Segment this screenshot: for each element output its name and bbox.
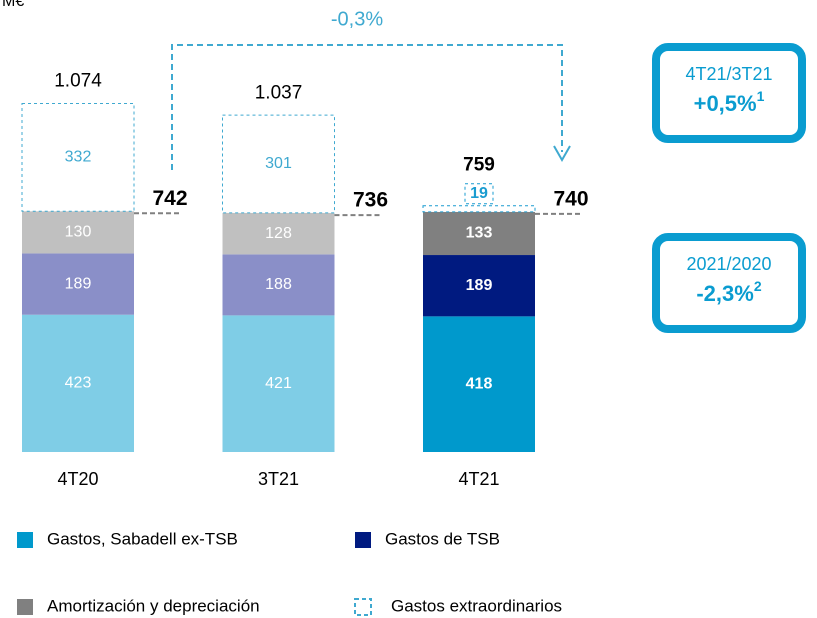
label-box [464,183,494,205]
bar-segment [22,211,134,254]
subtotal-label: 742 [152,187,187,210]
segment-label: 128 [265,225,292,242]
segment-label: 130 [65,224,92,241]
comparison-box [652,43,806,143]
box-label: 4T21/3T21 [685,64,772,84]
bar-segment [222,212,335,255]
x-tick-label: 3T21 [258,469,299,489]
segment-label: 19 [470,185,488,202]
legend-swatch [355,532,371,548]
bar-segment [422,205,536,213]
box-value: -2,3%2 [696,278,761,306]
bar-segment [423,211,535,256]
segment-label: 189 [65,275,92,292]
bar-segment [21,102,135,212]
box-note: 2 [754,278,762,294]
box-value-text: -2,3% [696,281,753,306]
x-tick-label: 4T20 [57,469,98,489]
subtotal-label: 740 [553,187,588,210]
bar-segment [22,253,134,315]
annotation: -0,3% [331,8,383,30]
segment-label: 301 [265,155,292,172]
segment-label: 418 [466,375,493,392]
total-label: 1.037 [255,83,303,104]
legend-swatch [354,598,372,616]
box-value: +0,5%1 [694,88,765,116]
bar-segment [222,254,335,316]
segment-label: 133 [466,225,493,242]
segment-label: 188 [265,276,292,293]
bar-segment [222,315,335,452]
legend-label: Amortización y depreciación [47,596,260,615]
segment-label: 332 [65,149,92,166]
subtotal-label: 736 [353,189,388,212]
legend-swatch [17,599,33,615]
x-tick-label: 4T21 [458,469,499,489]
box-label: 2021/2020 [686,254,771,274]
legend-label: Gastos, Sabadell ex-TSB [47,529,238,548]
box-value-text: +0,5% [694,91,757,116]
box-note: 1 [757,88,765,104]
bar-segment [22,314,134,452]
segment-label: 189 [466,277,493,294]
unit-label: M€ [2,0,24,10]
bar-segment [423,255,535,317]
segment-label: 421 [265,375,292,392]
total-label: 1.074 [54,71,102,92]
bar-segment [423,316,535,452]
legend-label: Gastos de TSB [385,529,500,548]
segment-label: 423 [65,375,92,392]
legend-swatch [17,532,33,548]
legend-label: Gastos extraordinarios [391,596,562,615]
arrow-head [553,145,571,163]
change-arrow [171,44,563,170]
total-label: 759 [463,155,495,176]
comparison-box [652,233,806,333]
bar-segment [222,114,335,214]
